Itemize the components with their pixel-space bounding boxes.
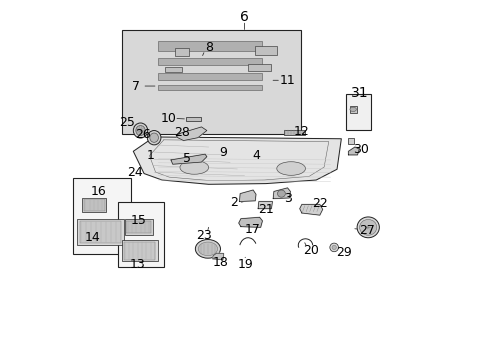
Bar <box>255 46 276 55</box>
Text: 26: 26 <box>135 127 151 141</box>
Bar <box>77 219 124 244</box>
Ellipse shape <box>276 162 305 175</box>
Ellipse shape <box>277 190 285 197</box>
Bar <box>158 85 262 90</box>
Ellipse shape <box>198 242 217 256</box>
Text: 24: 24 <box>127 166 143 179</box>
Text: 13: 13 <box>129 258 145 271</box>
Polygon shape <box>171 154 206 164</box>
Bar <box>122 30 301 134</box>
Text: 20: 20 <box>303 244 319 257</box>
Text: 11: 11 <box>279 74 295 87</box>
Ellipse shape <box>195 239 220 258</box>
Text: 5: 5 <box>183 152 191 165</box>
Bar <box>123 242 155 260</box>
Text: 17: 17 <box>244 223 261 236</box>
Text: 4: 4 <box>251 149 260 162</box>
Text: 12: 12 <box>293 125 309 138</box>
Ellipse shape <box>180 161 208 174</box>
Bar <box>158 41 262 51</box>
Bar <box>347 138 353 144</box>
Bar <box>82 198 106 212</box>
Bar <box>247 64 271 71</box>
Text: 8: 8 <box>204 41 212 54</box>
Ellipse shape <box>359 220 376 235</box>
Text: 19: 19 <box>238 258 253 271</box>
Text: 15: 15 <box>131 214 147 227</box>
Text: 1: 1 <box>146 149 154 162</box>
Bar <box>122 240 158 261</box>
Bar <box>158 58 262 65</box>
Bar <box>158 73 262 80</box>
Text: 7: 7 <box>132 80 140 93</box>
Text: 2: 2 <box>230 197 238 210</box>
Ellipse shape <box>356 217 379 238</box>
Text: 9: 9 <box>219 146 226 159</box>
Bar <box>349 106 356 113</box>
Ellipse shape <box>147 131 161 145</box>
Text: 29: 29 <box>336 246 351 259</box>
Text: 25: 25 <box>119 116 135 129</box>
Bar <box>118 202 164 267</box>
Bar <box>80 221 121 243</box>
Bar <box>174 48 188 56</box>
Text: 18: 18 <box>212 256 227 269</box>
Circle shape <box>331 245 336 249</box>
Text: 27: 27 <box>359 224 374 238</box>
Ellipse shape <box>133 123 147 138</box>
Text: 14: 14 <box>84 231 100 244</box>
Polygon shape <box>299 204 322 215</box>
Text: 22: 22 <box>311 197 327 210</box>
Polygon shape <box>238 217 262 227</box>
Ellipse shape <box>136 126 145 135</box>
Bar <box>83 199 104 211</box>
Polygon shape <box>239 190 255 202</box>
Bar <box>124 220 153 234</box>
Polygon shape <box>258 202 272 209</box>
Bar <box>126 221 151 233</box>
Bar <box>164 67 182 72</box>
Circle shape <box>329 243 338 252</box>
Bar <box>73 178 131 253</box>
Ellipse shape <box>349 107 356 112</box>
Bar <box>284 130 305 135</box>
Text: 21: 21 <box>258 203 273 216</box>
Bar <box>186 117 201 121</box>
Ellipse shape <box>149 133 158 142</box>
Text: 10: 10 <box>160 112 176 125</box>
Text: 6: 6 <box>240 10 248 24</box>
Text: 23: 23 <box>196 229 212 242</box>
Polygon shape <box>212 253 223 260</box>
Polygon shape <box>133 137 341 184</box>
Bar <box>345 94 370 130</box>
Polygon shape <box>348 147 359 155</box>
Text: 3: 3 <box>283 192 291 205</box>
Text: 31: 31 <box>350 86 367 100</box>
Polygon shape <box>273 188 290 199</box>
Polygon shape <box>176 127 206 140</box>
Text: 30: 30 <box>352 143 368 156</box>
Text: 16: 16 <box>90 185 106 198</box>
Text: 28: 28 <box>173 126 189 139</box>
